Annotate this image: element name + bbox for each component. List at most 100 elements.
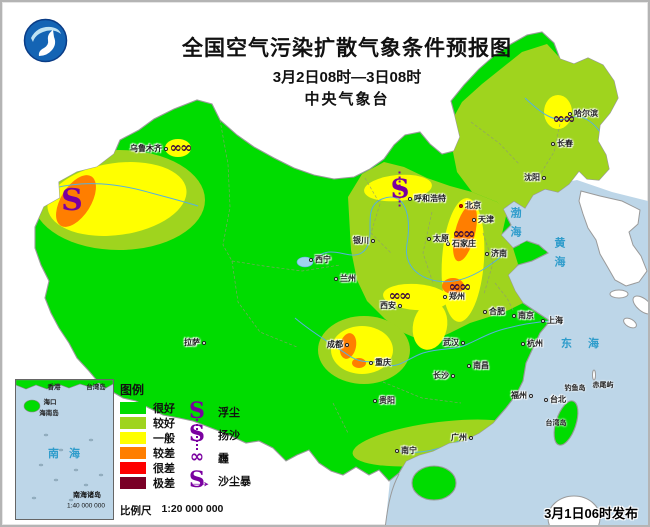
legend-grade-row: 极差 [120,476,270,490]
city-label: 长春 [551,140,573,148]
city-name: 兰州 [340,274,356,283]
region-poor-chongqing [352,358,366,368]
city-name: 南京 [518,311,534,320]
legend-symbol-row: ∞ 霾 [180,446,275,469]
symbol-decoration [399,171,401,207]
city-label: 广州 [451,434,473,442]
grade-label: 很差 [153,463,175,475]
city-label: 沈阳 [524,174,546,182]
city-name: 合肥 [489,307,505,316]
city-name: 福州 [511,391,527,400]
island [623,317,637,329]
city-dot-icon [373,399,377,403]
weather-symbol-icon: ∞ [189,446,205,467]
yellow-river [311,196,508,283]
city-name: 长春 [557,139,573,148]
legend-symbol-row: S 扬沙 [180,419,275,450]
city-dot-icon [529,394,533,398]
city-label: 长沙 [433,372,455,380]
weather-symbol-icon: ∞∞ [452,224,476,243]
city-label: 北京 [459,202,481,210]
tarim-river [53,183,199,207]
se-asia-coastline [384,473,400,525]
city-label: 台北 [544,396,566,404]
city-name: 广州 [451,433,467,442]
inset-islets [31,433,104,502]
legend-symbol-row: S → 沙尘暴 [180,469,275,492]
city-name: 武汉 [443,338,459,347]
city-label: 西宁 [309,256,331,264]
city-label: 太原 [427,235,449,243]
city-label: 西安 [380,302,402,310]
south-china-sea-label: 南海 [48,448,90,460]
city-label: 南京 [512,312,534,320]
city-dot-icon [483,310,487,314]
city-name: 乌鲁木齐 [130,144,162,153]
sea-area [385,180,648,525]
city-dot-icon [461,341,465,345]
hainan-island [411,465,457,501]
city-dot-icon [369,361,373,365]
city-name: 杭州 [527,339,543,348]
region-moderate-nanyang [412,302,448,350]
grade-label: 较差 [153,448,175,460]
city-name: 重庆 [375,358,391,367]
city-name: 呼和浩特 [414,194,446,203]
weather-symbol-icon: ∞∞ [388,286,412,305]
city-dot-icon [345,343,349,347]
city-dot-icon [512,314,516,318]
city-dot-icon [568,112,572,116]
inset-place-label: 台湾岛 [86,384,106,391]
city-label: 银川 [353,237,375,245]
city-dot-icon [551,142,555,146]
city-name: 石家庄 [452,239,476,248]
city-label: 拉萨 [184,339,206,347]
weather-symbol-icon: S [391,171,409,207]
city-label: 重庆 [369,359,391,367]
city-dot-icon [467,364,471,368]
grade-label: 很好 [153,403,175,415]
city-name: 西安 [380,301,396,310]
city-name: 郑州 [449,292,465,301]
city-label: 乌鲁木齐 [130,145,168,153]
yangtze-river [294,317,550,367]
city-label: 南宁 [395,447,417,455]
city-label: 武汉 [443,339,465,347]
city-name: 济南 [491,249,507,258]
grade-color-swatch [120,402,146,414]
city-label: 郑州 [443,293,465,301]
region-moderate-hohhot [364,174,432,202]
grade-label: 一般 [153,433,175,445]
city-label: 贵阳 [373,397,395,405]
city-dot-icon [451,374,455,378]
legend-grade-row: 很好 [120,401,270,415]
page-title: 全国空气污染扩散气象条件预报图 [182,37,512,60]
city-label: 呼和浩特 [408,195,446,203]
grade-label: 较好 [153,418,175,430]
scale-label: 比例尺 [120,505,152,517]
symbol-label: 扬沙 [218,429,240,442]
south-china-sea-inset: 香港 台湾岛 海口 海南岛 南海 南海诸岛 1:40 000 000 [15,379,114,520]
region-fair-northeast [451,44,618,209]
city-label: 石家庄 [446,240,476,248]
grade-color-swatch [120,447,146,459]
inset-place-label: 海南岛 [39,410,59,417]
sea-label: 黄海 [553,237,566,275]
city-name: 南昌 [473,361,489,370]
city-name: 银川 [353,236,369,245]
city-label: 天津 [472,216,494,224]
forecast-period: 3月2日08时—3日08时 [272,69,422,86]
city-dot-icon [427,237,431,241]
songhua-river [524,97,601,133]
weather-symbol-icon: ∞∞ [448,277,472,296]
city-name: 成都 [327,340,343,349]
city-dot-icon [408,197,412,201]
symbol-decoration: → [188,472,214,491]
city-dot-icon [398,304,402,308]
weather-symbol-icon: S → [188,467,214,493]
grade-color-swatch [120,462,146,474]
legend: 图例 很好 较好 一般 较差 很差 [120,381,270,491]
city-label: 上海 [541,317,563,325]
legend-grade-row: 一般 [120,431,270,445]
place-label: 钓鱼岛 [564,385,586,392]
